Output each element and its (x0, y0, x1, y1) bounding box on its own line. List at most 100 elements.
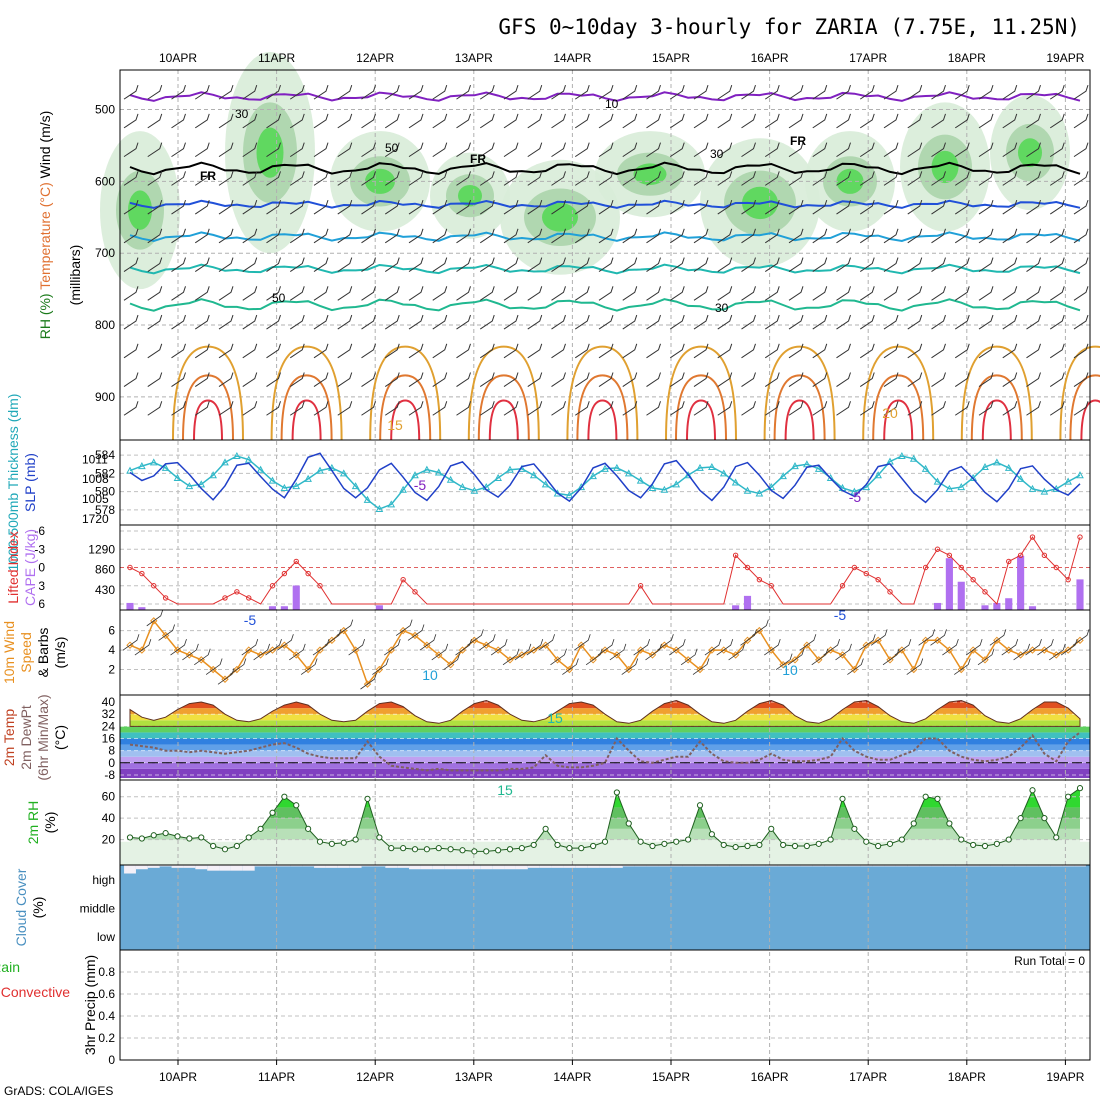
wind-barb (883, 84, 899, 100)
pressure-tick: 600 (95, 174, 115, 188)
rh2m-point (827, 836, 834, 843)
wind-barb (527, 401, 543, 416)
wind-barb (194, 142, 210, 158)
wind-barb (313, 228, 329, 244)
surface-wind-barb (1037, 638, 1054, 656)
wind-barb (812, 142, 828, 158)
wind-barb (456, 113, 471, 129)
rh-contour-label: 50 (272, 291, 286, 305)
rh2m-point (625, 820, 632, 827)
surface-wind-barb (384, 638, 401, 656)
li-point (1077, 534, 1083, 540)
wind-barb (764, 401, 780, 416)
surface-wind-barb (574, 634, 591, 651)
rh-contour-label: 30 (235, 107, 249, 121)
freezing-label: FR (200, 169, 216, 183)
wind-barb (266, 286, 281, 301)
rh2m-point (459, 847, 466, 854)
rh2m-point (352, 836, 359, 843)
date-label-bottom: 11APR (258, 1070, 295, 1084)
thickness-line (129, 455, 1081, 510)
wind-barb (978, 401, 994, 416)
cloud-gap (432, 865, 445, 870)
li-tick: -6 (34, 524, 45, 538)
rh2m-point (447, 846, 454, 853)
date-label-bottom: 10APR (159, 1070, 197, 1084)
surface-wind-barb (989, 629, 1007, 646)
wind-barb (384, 142, 400, 158)
surface-wind-barb (835, 643, 852, 661)
wind-barb (669, 113, 685, 129)
surface-wind-barb (906, 658, 924, 675)
precip-tick: 0.4 (98, 1009, 115, 1023)
surface-wind-barb (609, 643, 627, 661)
wind-barb (598, 228, 614, 244)
wind-barb (1002, 171, 1018, 186)
wind-barb (313, 199, 329, 215)
wind-barb (978, 257, 994, 272)
cloud-gap (361, 865, 374, 867)
wind-barb (741, 199, 756, 215)
cloud-gap (646, 865, 659, 867)
surface-wind-barb (419, 634, 437, 651)
surface-wind-barb (372, 658, 389, 675)
wind-barb (432, 401, 448, 416)
profile-ylabel-units: (millibars) (67, 245, 83, 306)
wind-barb (456, 142, 471, 158)
wind-barb (717, 343, 733, 359)
rh-contour-label: 30 (715, 301, 729, 315)
wind-barb (669, 343, 685, 359)
wind-barb (788, 257, 804, 272)
rh-shade (256, 127, 284, 178)
wind-barb (171, 142, 186, 158)
thickness-point (138, 462, 146, 470)
wind-barb (1026, 257, 1041, 272)
isotherm-minus5-upper (129, 91, 1081, 102)
surface-wind-barb (752, 619, 769, 636)
wind-barb (479, 171, 495, 186)
cloud-gap (753, 865, 766, 867)
surface-wind-barb (300, 658, 318, 675)
precip-conv-label: Convective (1, 984, 70, 1000)
rh2m-point (221, 846, 229, 853)
wind-barb (313, 401, 329, 416)
date-label-bottom: 14APR (553, 1070, 591, 1084)
surface-wind-barb (1001, 638, 1019, 656)
li-point (875, 576, 881, 583)
wind-barb (646, 84, 661, 100)
wind-barb (859, 142, 875, 158)
cape-bar (292, 585, 300, 610)
wind-barb (123, 199, 139, 215)
cape-bar (945, 558, 953, 610)
thickness-point (161, 463, 170, 471)
cloud-level-label: high (92, 873, 115, 887)
cloud-gap (397, 865, 410, 868)
wind-barb (337, 113, 353, 129)
wind-barb (1049, 228, 1065, 244)
wind-barb (836, 286, 851, 301)
wind-barb (1002, 286, 1018, 301)
rh-contour-label: 10 (605, 97, 619, 111)
isotherm-25 (1059, 345, 1100, 441)
surface-wind-barb (894, 638, 912, 656)
thickness-point (292, 482, 301, 490)
wind-barb (337, 314, 353, 330)
wind-barb (812, 343, 828, 359)
wind-barb (432, 286, 448, 301)
wind-barb (527, 84, 543, 100)
wind-barb (242, 113, 258, 129)
surface-wind-barb (550, 648, 567, 666)
wind-barb (432, 113, 448, 129)
wind-barb (242, 84, 258, 100)
wind-barb (859, 401, 875, 416)
surface-wind-barb (740, 629, 757, 646)
surface-wind-barb (657, 634, 674, 651)
wind-barb (242, 343, 258, 359)
wind-barb (788, 113, 804, 129)
wind-barb (503, 343, 519, 359)
wind-barb (171, 199, 186, 215)
pressure-tick: 800 (95, 318, 115, 332)
date-label-top: 19APR (1046, 51, 1084, 65)
rh2m-point (732, 843, 739, 851)
li-point (162, 595, 169, 601)
